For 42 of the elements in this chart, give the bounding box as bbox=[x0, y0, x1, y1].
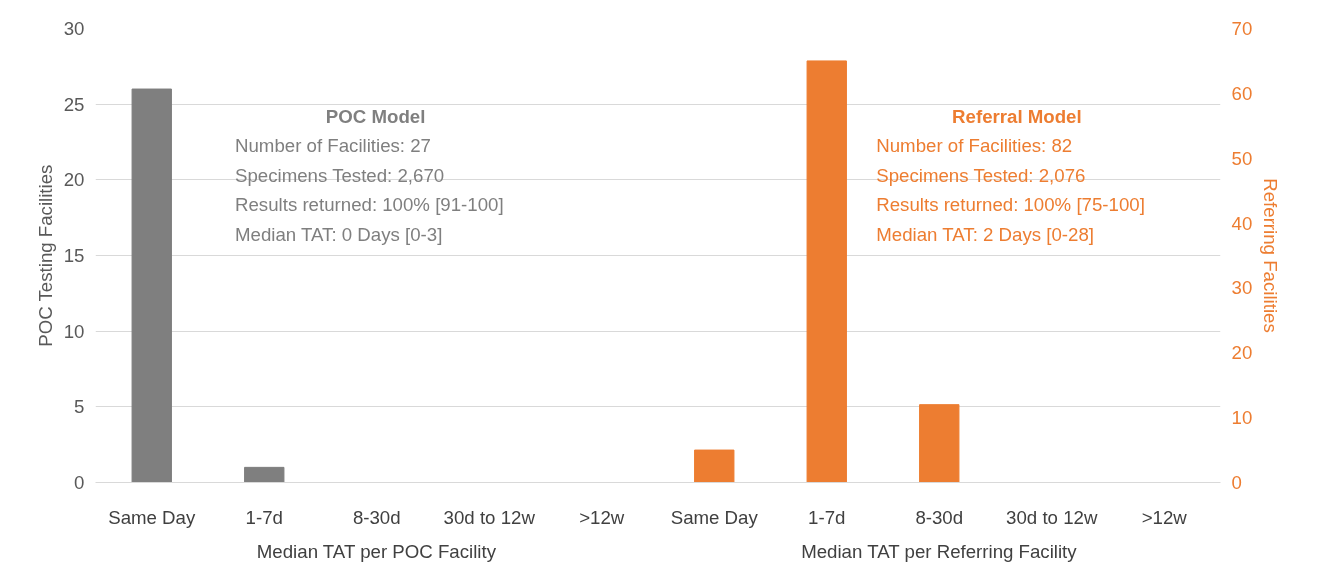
y2-tick-label: 50 bbox=[1231, 147, 1253, 169]
x-tick-label: Same Day bbox=[108, 506, 196, 528]
y2-tick-label: 0 bbox=[1231, 472, 1242, 493]
y2-tick-label: 60 bbox=[1231, 82, 1253, 104]
annotation: Number of Facilities: 82 bbox=[876, 135, 1073, 157]
bar bbox=[694, 449, 735, 483]
x-tick-label: 8-30d bbox=[915, 506, 964, 528]
annotation: Results returned: 100% [91-100] bbox=[235, 194, 504, 216]
y2-tick-label: 40 bbox=[1231, 212, 1253, 234]
x-tick-label: 30d to 12w bbox=[1006, 506, 1098, 528]
y2-tick-label: 30 bbox=[1231, 277, 1253, 299]
y-tick-label: 30 bbox=[63, 18, 85, 39]
annotation: POC Model bbox=[325, 105, 426, 127]
y-tick-label: 0 bbox=[74, 472, 85, 493]
y-axis-title: POC Testing Facilities bbox=[34, 164, 56, 347]
y-tick-label: 20 bbox=[63, 169, 85, 191]
x-tick-label: >12w bbox=[579, 506, 625, 528]
y2-axis-title: Referring Facilities bbox=[1260, 178, 1282, 333]
y2-tick-label: 70 bbox=[1231, 18, 1253, 39]
x-tick-label: Same Day bbox=[670, 506, 759, 528]
y2-tick-label: 20 bbox=[1231, 342, 1253, 364]
text: Median TAT per Referring Facility bbox=[801, 540, 1078, 562]
bar bbox=[806, 60, 847, 483]
annotation: Median TAT: 2 Days [0-28] bbox=[876, 223, 1095, 245]
text: Median TAT per POC Facility bbox=[256, 540, 497, 562]
annotation: Referral Model bbox=[952, 105, 1082, 127]
x-tick-label: 30d to 12w bbox=[443, 506, 536, 528]
bar bbox=[919, 404, 960, 483]
annotation: Specimens Tested: 2,076 bbox=[876, 164, 1086, 186]
x-tick-label: 1-7d bbox=[808, 506, 846, 528]
y-tick-label: 5 bbox=[74, 396, 85, 418]
y2-tick-label: 10 bbox=[1231, 407, 1253, 429]
y-tick-label: 15 bbox=[63, 245, 85, 266]
x-tick-label: 8-30d bbox=[352, 506, 401, 528]
annotation: Results returned: 100% [75-100] bbox=[876, 194, 1145, 216]
annotation: Number of Facilities: 27 bbox=[235, 135, 431, 157]
y-tick-label: 10 bbox=[63, 320, 85, 342]
x-tick-label: 1-7d bbox=[245, 506, 283, 528]
annotation: Specimens Tested: 2,670 bbox=[235, 164, 445, 186]
annotation: Median TAT: 0 Days [0-3] bbox=[235, 223, 443, 245]
y-tick-label: 25 bbox=[63, 93, 85, 115]
x-tick-label: >12w bbox=[1141, 506, 1188, 528]
